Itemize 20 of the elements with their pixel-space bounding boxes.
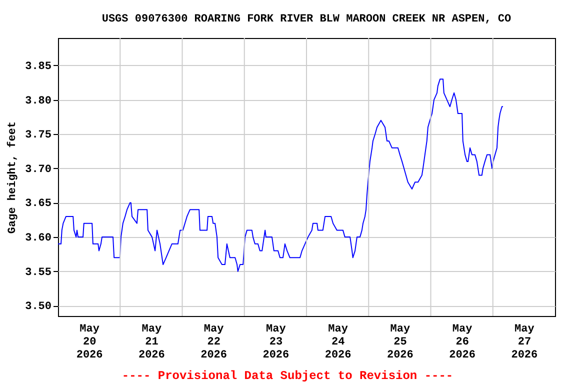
x-tick-label: May 22 2026 (200, 324, 228, 362)
text: ---- Provisional Data Subject to Revision ---- (122, 369, 454, 383)
y-axis-title: Gage height, feet (6, 121, 20, 234)
x-tick-label: May 26 2026 (449, 324, 476, 362)
x-tick-label: May 20 2026 (76, 324, 103, 362)
y-tick-label: 3.60 (25, 232, 52, 245)
y-tick-label: 3.55 (25, 266, 52, 279)
chart-title: USGS 09076300 ROARING FORK RIVER BLW MAROON CREEK NR ASPEN, CO (102, 14, 512, 26)
x-tick-label: May 23 2026 (262, 324, 290, 362)
line-series (58, 78, 504, 272)
y-tick-label: 3.85 (25, 60, 52, 73)
y-tick-label: 3.65 (25, 198, 52, 210)
x-tick-label: May 24 2026 (324, 324, 352, 362)
x-tick-label: May 25 2026 (386, 324, 414, 362)
y-tick-label: 3.75 (25, 130, 52, 142)
y-tick-label: 3.80 (25, 95, 52, 108)
x-tick-label: May 27 2026 (511, 324, 538, 362)
x-tick-label: May 21 2026 (138, 324, 165, 362)
y-tick-label: 3.70 (25, 164, 52, 176)
y-tick-label: 3.50 (25, 301, 52, 314)
